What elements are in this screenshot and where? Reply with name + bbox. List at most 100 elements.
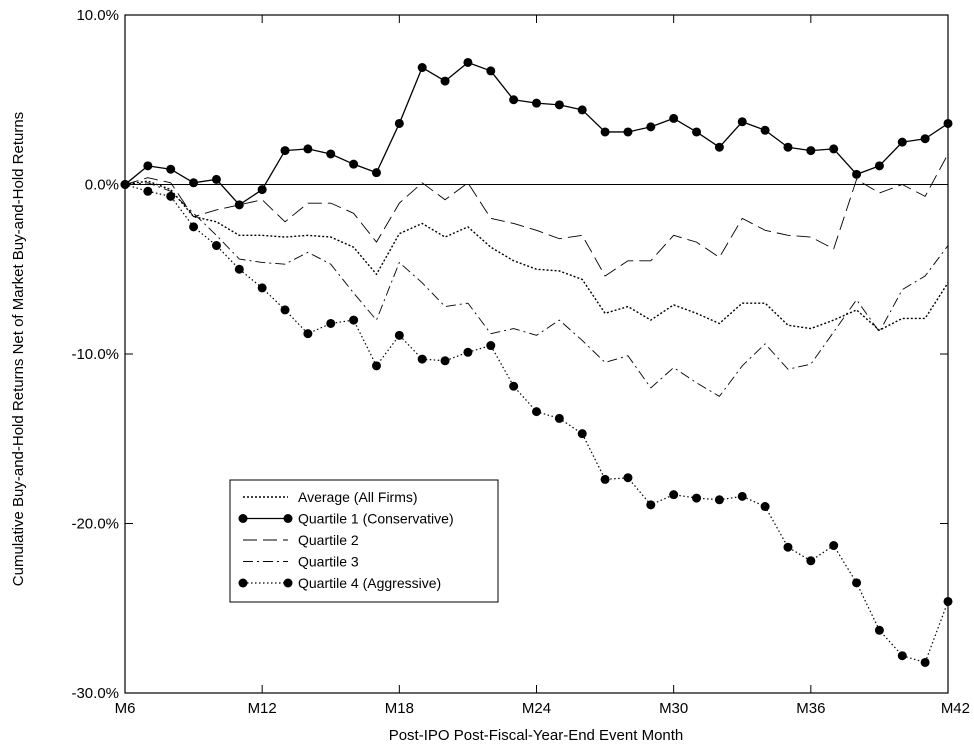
series-5-point: [600, 474, 610, 484]
series-2-point: [874, 161, 884, 171]
legend-marker: [238, 578, 248, 588]
series-2-point: [554, 100, 564, 110]
series-5-point: [234, 264, 244, 274]
series-5-point: [303, 329, 313, 339]
series-5-point: [714, 495, 724, 505]
y-tick-label: -30.0%: [71, 685, 119, 702]
series-5-point: [440, 356, 450, 366]
series-2-point: [509, 95, 519, 105]
x-tick-label: M42: [941, 700, 970, 717]
series-2-point: [166, 164, 176, 174]
x-axis-title: Post-IPO Post-Fiscal-Year-End Event Mont…: [389, 727, 684, 744]
series-2-point: [417, 63, 427, 73]
y-tick-label: 0.0%: [85, 177, 119, 194]
series-2-point: [440, 76, 450, 86]
series-5-point: [737, 491, 747, 501]
series-2-point: [257, 185, 267, 195]
series-5-point: [897, 651, 907, 661]
axes: 10.0% 0.0% -10.0% -20.0% -30.0%M6 M12 M18 M24 M3…: [71, 7, 970, 717]
series-5-point: [349, 315, 359, 325]
series-2-point: [371, 168, 381, 178]
series-5-point: [394, 330, 404, 340]
series-2-point: [669, 113, 679, 123]
series-5-point: [783, 542, 793, 552]
series-5-point: [417, 354, 427, 364]
series-2-point: [714, 142, 724, 152]
series-5-point: [280, 305, 290, 315]
series-5-point: [669, 490, 679, 500]
series-5-point: [463, 347, 473, 357]
legend-label-3: Quartile 2: [298, 532, 359, 548]
x-tick-label: M18: [385, 700, 414, 717]
series-5-point: [920, 657, 930, 667]
legend-label-2: Quartile 1 (Conservative): [298, 511, 454, 527]
series-5-point: [829, 541, 839, 551]
legend-label-1: Average (All Firms): [298, 489, 418, 505]
series-2-point: [623, 127, 633, 137]
series-2-point: [280, 146, 290, 156]
y-tick-label: -10.0%: [71, 346, 119, 363]
series-line-4: [124, 182, 949, 397]
plot-area: [120, 57, 953, 667]
series-2-point: [234, 200, 244, 210]
y-tick-label: -20.0%: [71, 516, 119, 533]
legend-label-5: Quartile 4 (Aggressive): [298, 575, 441, 591]
series-2-point: [852, 169, 862, 179]
series-2-point: [600, 127, 610, 137]
series-5-point: [806, 556, 816, 566]
series-line-2: [124, 61, 949, 206]
x-tick-label: M12: [248, 700, 277, 717]
series-5-point: [646, 500, 656, 510]
series-5-point: [166, 191, 176, 201]
series-5-point: [852, 578, 862, 588]
legend-box: [229, 479, 499, 603]
legend-marker: [283, 578, 293, 588]
series-5-point: [371, 361, 381, 371]
series-2-point: [829, 144, 839, 154]
series-2-point: [463, 57, 473, 67]
series-2-point: [189, 178, 199, 188]
series-line-3: [124, 153, 949, 277]
x-tick-label: M24: [522, 700, 551, 717]
x-tick-label: M36: [796, 700, 825, 717]
series-5-point: [509, 381, 519, 391]
y-tick-label: 10.0%: [76, 7, 119, 24]
series-2-point: [143, 161, 153, 171]
series-line-1: [124, 180, 949, 331]
series-5-point: [874, 625, 884, 635]
series-5-point: [211, 241, 221, 251]
series-2-point: [532, 98, 541, 108]
legend-marker: [283, 514, 293, 523]
series-5-point: [554, 413, 564, 423]
series-2-point: [349, 159, 359, 169]
series-2-point: [394, 118, 404, 128]
series-5-point: [692, 493, 702, 503]
series-2-point: [783, 142, 793, 152]
series-2-point: [577, 105, 587, 115]
y-axis-title: Cumulative Buy-and-Hold Returns Net of M…: [10, 112, 27, 586]
series-2-point: [211, 174, 221, 184]
series-2-point: [486, 66, 496, 76]
series-2-point: [760, 125, 770, 135]
series-5-point: [760, 502, 770, 512]
legend: Average (All Firms) Quartile 1 (Conservat…: [229, 479, 499, 603]
series-2-point: [920, 134, 930, 144]
series-5-point: [623, 473, 633, 483]
legend-label-4: Quartile 3: [298, 554, 359, 570]
series-5-point: [143, 186, 153, 196]
series-5-point: [257, 283, 267, 293]
series-5-point: [189, 222, 199, 232]
series-2-point: [303, 144, 313, 154]
series-5-point: [486, 341, 496, 351]
legend-marker: [238, 514, 248, 523]
series-5-point: [577, 429, 587, 439]
series-2-point: [692, 127, 702, 137]
series-2-point: [806, 146, 816, 156]
series-2-point: [737, 117, 747, 127]
x-tick-label: M30: [659, 700, 688, 717]
series-5-point: [532, 407, 541, 417]
series-5-point: [326, 318, 336, 328]
series-2-point: [326, 149, 336, 159]
x-tick-label: M6: [115, 700, 136, 717]
